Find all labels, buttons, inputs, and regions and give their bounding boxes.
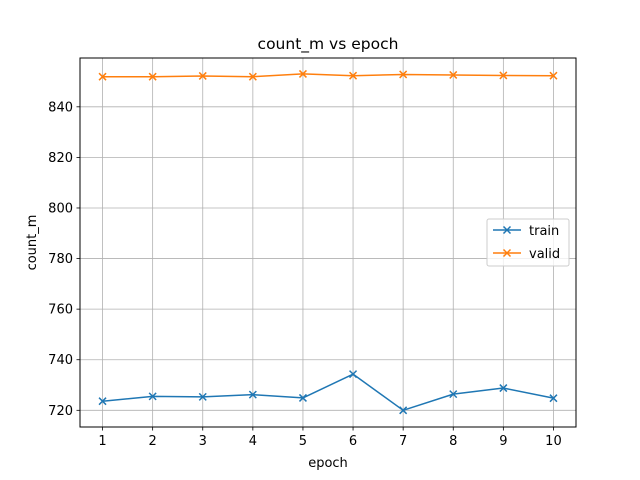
x-tick-label: 6 — [349, 434, 357, 449]
series-line-train — [102, 373, 554, 412]
y-tick-label: 820 — [48, 151, 73, 166]
legend-label-train: train — [529, 224, 559, 239]
legend: train valid — [486, 218, 570, 267]
data-point-valid — [549, 71, 558, 80]
data-point-train — [148, 392, 157, 401]
legend-marker-train — [502, 225, 512, 235]
data-point-valid — [499, 71, 508, 80]
data-point-train — [399, 406, 408, 415]
data-point-train — [248, 390, 257, 399]
x-tick-label: 4 — [249, 434, 257, 449]
data-point-valid — [298, 69, 307, 78]
y-axis-label: count_m — [25, 215, 40, 271]
x-axis-ticks: 1 2 3 4 5 6 7 8 9 10 — [98, 427, 562, 449]
data-point-train — [298, 393, 307, 402]
y-tick-label: 760 — [48, 303, 73, 318]
x-tick-label: 7 — [399, 434, 407, 449]
data-point-valid — [449, 70, 458, 79]
data-point-valid — [98, 72, 107, 81]
legend-label-valid: valid — [529, 247, 560, 262]
data-point-valid — [349, 71, 358, 80]
data-point-valid — [399, 70, 408, 79]
data-point-train — [449, 390, 458, 399]
y-tick-label: 720 — [48, 404, 73, 419]
data-point-train — [98, 397, 107, 406]
y-tick-label: 840 — [48, 100, 73, 115]
chart-title: count_m vs epoch — [258, 35, 399, 54]
data-point-valid — [248, 72, 257, 81]
x-tick-label: 5 — [299, 434, 307, 449]
data-point-train — [349, 370, 358, 379]
data-point-valid — [198, 71, 207, 80]
x-axis-label: epoch — [308, 456, 348, 471]
x-tick-label: 10 — [545, 434, 562, 449]
x-tick-label: 9 — [499, 434, 507, 449]
x-tick-label: 2 — [149, 434, 157, 449]
data-point-train — [499, 384, 508, 393]
legend-marker-valid — [502, 248, 512, 258]
data-point-train — [549, 394, 558, 403]
y-axis-ticks: 720 740 760 780 800 820 840 — [48, 100, 80, 419]
series-layer — [98, 69, 558, 415]
y-tick-label: 780 — [48, 252, 73, 267]
y-tick-label: 800 — [48, 201, 73, 216]
plot-frame — [79, 57, 577, 428]
y-tick-label: 740 — [48, 353, 73, 368]
data-point-valid — [148, 72, 157, 81]
series-line-valid — [102, 73, 554, 78]
x-tick-label: 3 — [199, 434, 207, 449]
x-tick-label: 8 — [449, 434, 457, 449]
data-point-train — [198, 392, 207, 401]
x-tick-label: 1 — [98, 434, 106, 449]
